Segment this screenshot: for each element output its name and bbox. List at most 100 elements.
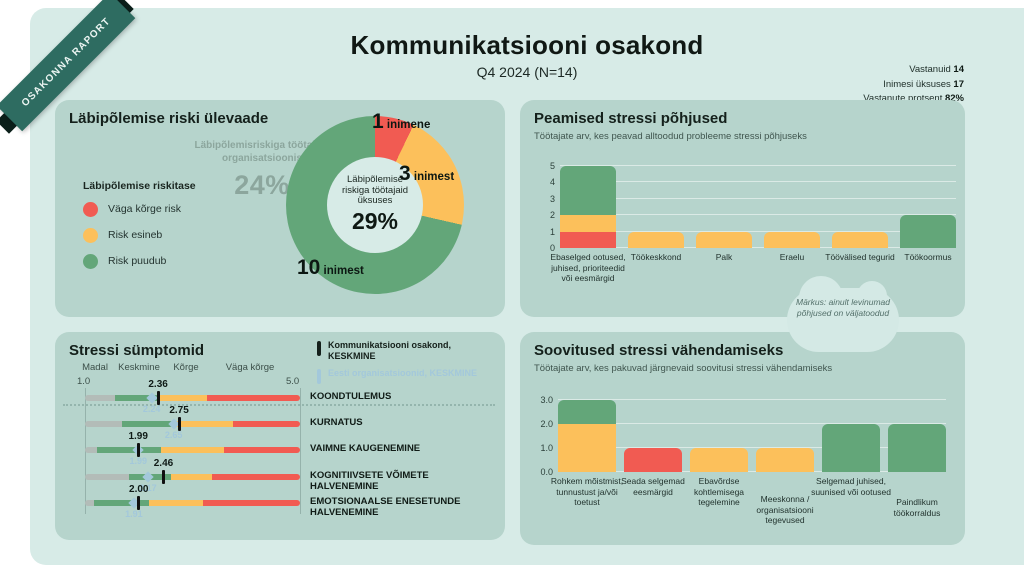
note-cloud-text: Märkus: ainult levinumad põhjused on väl… [795,297,890,319]
symptom-label: VAIMNE KAUGENEMINE [310,443,421,454]
dept-value: 2.36 [148,379,168,390]
stat-value: 82% [944,93,964,105]
dept-value: 2.75 [169,405,189,416]
series-legend-label: Kommunikatsiooni osakond, KESKMINE [328,340,452,361]
org-burnout-share-label: Läbipõlemisriskiga töötajaid organisatsi… [194,140,330,164]
panel-subtitle: Töötajate arv, kes pakuvad järgnevaid so… [534,363,833,374]
gauge-zone-red [223,447,300,453]
gauge-track [85,395,300,401]
gauge-zone-gray [85,447,97,453]
stress-causes-panel: Peamised stressi põhjused Töötajate arv,… [520,100,965,317]
bar-segment-green [822,424,880,472]
slice-callout: 1 inimene [372,110,430,134]
scale-axis-end [300,388,301,514]
benchmark-value: 2.17 [139,483,157,493]
slice-count: 10 [297,256,321,279]
gauge-zone-gray [85,474,129,480]
gridline [558,423,946,424]
bar [822,424,880,472]
bar [696,231,752,248]
stat-value: 17 [953,78,964,90]
series-legend-marker-blue [317,368,321,384]
gridline [560,165,956,166]
slice-count: 3 [399,162,411,185]
gauge-zone-red [207,395,300,401]
bar [764,231,820,248]
panel-subtitle: Töötajate arv, kes peavad alltoodud prob… [534,131,807,142]
bar-segment-green [560,166,616,216]
gauge-zone-gray [85,395,115,401]
gauge-zone-green [121,421,177,427]
slice-callout: 3 inimest [399,162,454,186]
x-axis-label: Rohkem mõistmist, tunnustust ja/või toet… [550,476,624,508]
suggestions-panel: Soovitused stressi vähendamiseks Töötaja… [520,332,965,545]
stat-line: Vastanuid 14 [863,63,964,78]
stress-causes-x-labels: Ebaselged ootused, juhised, prioriteedid… [550,252,956,284]
bar [832,231,888,248]
x-axis-label: Ebavõrdse kohtlemisega tegelemine [693,476,745,508]
x-axis-label: Ebaselged ootused, juhised, prioriteedid… [550,252,626,284]
x-axis-label: Selgemad juhised, suunised või ootused [811,476,891,497]
note-cloud: Märkus: ainult levinumad põhjused on väl… [787,276,899,352]
bar-segment-yellow [560,215,616,232]
bars [558,400,946,472]
x-axis-label: Töökoormus [904,252,952,262]
gauge-track [85,447,300,453]
gauge-zone-yellow [149,500,203,506]
burnout-risk-panel: Läbipõlemise riski ülevaade Läbipõlemisr… [55,100,505,317]
bar-segment-green [888,424,946,472]
bar [628,231,684,248]
gridline [560,214,956,216]
stat-label: Inimesi üksuses [883,78,954,90]
bar [558,400,616,472]
slice-count: 1 [372,110,384,133]
series-legend-item: Kommunikatsiooni osakond, KESKMINE [317,340,493,362]
y-tick-label: 1 [549,226,555,237]
legend-dot-yellow [83,227,98,243]
benchmark-value: 2.24 [142,404,161,414]
gauge-zone-red [202,500,300,506]
gauge-track [85,421,300,427]
gauge-zone-yellow [159,395,207,401]
legend-item: Risk esineb [83,222,181,248]
dept-marker [161,470,165,484]
burnout-body: Läbipõlemisriskiga töötajaid organisatsi… [55,100,505,317]
panel-title: Läbipõlemise riski ülevaade [69,110,269,127]
risk-legend: Väga kõrge risk Risk esineb Risk puudub [83,196,181,274]
dept-marker [177,417,181,431]
benchmark-value: 1.99 [129,456,147,466]
gauge-zone-yellow [161,447,224,453]
legend-label: Risk puudub [108,255,167,267]
dept-marker [137,496,141,510]
y-tick-label: 3 [549,193,555,204]
legend-label: Risk esineb [108,229,163,241]
bar-segment-green [900,215,956,248]
x-axis-label: Seada selgemad eesmärgid [621,476,685,497]
report-header: Kommunikatsiooni osakond Q4 2024 (N=14) [30,30,1024,80]
legend-item: Risk puudub [83,248,181,274]
x-axis-label: Töökeskkond [630,252,682,262]
gauge-zone-gray [85,500,94,506]
panel-title: Peamised stressi põhjused [534,110,728,127]
slice-unit: inimest [410,171,455,183]
slice-callout: 10 inimest [297,256,364,280]
series-legend-label: Eesti organisatsioonid, KESKMINE [328,367,478,378]
gauge-zone-green [114,395,160,401]
symptom-label: KURNATUS [310,417,363,428]
suggestions-x-labels: Rohkem mõistmist, tunnustust ja/või toet… [551,476,946,526]
bar-segment-red [624,448,682,472]
bar-segment-yellow [690,448,748,472]
benchmark-value: 2.65 [164,430,183,440]
gauge-zone-yellow [176,421,233,427]
symptom-label: EMOTSIONAALSE ENESETUNDE HALVENEMINE [310,496,461,518]
symptoms-legend: Kommunikatsiooni osakond, KESKMINE Eesti … [317,340,493,390]
y-tick-label: 5 [549,161,555,171]
dept-value: 2.00 [129,484,149,495]
stress-symptoms-panel: Stressi sümptomid Kommunikatsiooni osako… [55,332,505,540]
bar [624,448,682,472]
risk-legend-title: Läbipõlemise riskitase [83,180,196,192]
gauge-zone-green [96,447,162,453]
y-tick-label: 1.0 [540,443,553,453]
bar-segment-yellow [696,231,752,248]
